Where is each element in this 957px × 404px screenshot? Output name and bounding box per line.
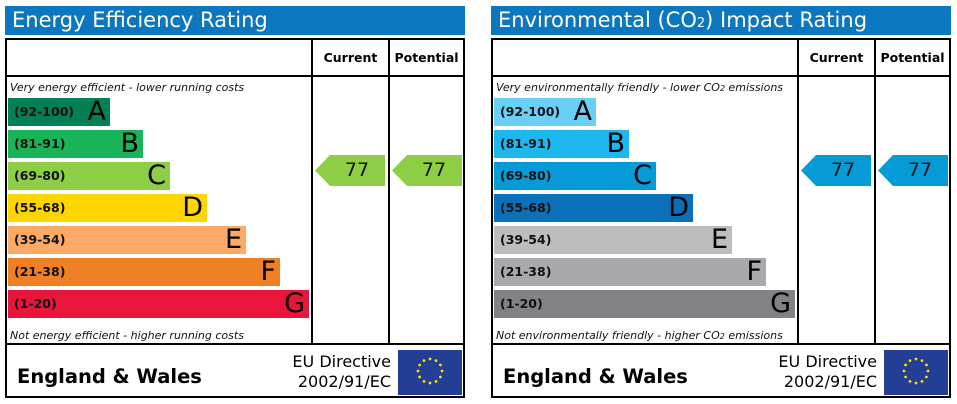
band-range: (69-80) bbox=[500, 168, 552, 183]
environment-title: Environmental (CO2) Impact Rating bbox=[491, 6, 951, 35]
band-range: (39-54) bbox=[500, 232, 552, 247]
energy-chart-frame: Current Potential Very energy efficient … bbox=[5, 38, 465, 398]
band-letter: B bbox=[606, 128, 625, 159]
footer-divider bbox=[493, 343, 949, 345]
band-d: (55-68) D bbox=[8, 192, 207, 223]
band-range: (92-100) bbox=[500, 104, 561, 119]
footer-divider bbox=[7, 343, 463, 345]
band-letter: E bbox=[224, 224, 242, 255]
column-divider bbox=[797, 40, 799, 345]
band-e: (39-54) E bbox=[494, 224, 732, 255]
potential-rating-value: 77 bbox=[421, 159, 447, 181]
band-range: (55-68) bbox=[500, 200, 552, 215]
eu-flag-icon bbox=[884, 350, 948, 395]
bottom-caption: Not energy efficient - higher running co… bbox=[10, 329, 244, 342]
current-rating-value: 77 bbox=[344, 159, 370, 181]
directive-line1: EU Directive bbox=[292, 352, 391, 371]
environment-chart-frame: Current Potential Very environmentally f… bbox=[491, 38, 951, 398]
column-header-current: Current bbox=[809, 50, 864, 65]
arrow-shape-icon bbox=[315, 155, 385, 186]
band-letter: B bbox=[120, 128, 139, 159]
arrow-shape-icon bbox=[392, 155, 462, 186]
band-range: (21-38) bbox=[500, 264, 552, 279]
directive-line1: EU Directive bbox=[778, 352, 877, 371]
band-c: (69-80) C bbox=[8, 160, 170, 191]
band-b: (81-91) B bbox=[494, 128, 629, 159]
band-b: (81-91) B bbox=[8, 128, 143, 159]
top-caption: Very energy efficient - lower running co… bbox=[10, 81, 245, 94]
band-range: (1-20) bbox=[500, 296, 543, 311]
band-letter: D bbox=[182, 192, 203, 223]
band-letter: E bbox=[710, 224, 728, 255]
band-c: (69-80) C bbox=[494, 160, 656, 191]
column-header-current: Current bbox=[323, 50, 378, 65]
region-label: England & Wales bbox=[503, 365, 688, 388]
potential-rating-value: 77 bbox=[907, 159, 933, 181]
column-divider bbox=[874, 40, 876, 345]
band-letter: F bbox=[746, 256, 762, 287]
band-f: (21-38) F bbox=[8, 256, 280, 287]
band-range: (39-54) bbox=[14, 232, 66, 247]
current-rating-arrow: 77 bbox=[801, 155, 871, 186]
header-divider bbox=[7, 75, 463, 77]
arrow-shape-icon bbox=[801, 155, 871, 186]
band-e: (39-54) E bbox=[8, 224, 246, 255]
band-range: (1-20) bbox=[14, 296, 57, 311]
band-range: (69-80) bbox=[14, 168, 66, 183]
band-letter: D bbox=[668, 192, 689, 223]
eu-directive: EU Directive 2002/91/EC bbox=[281, 352, 391, 392]
directive-line2: 2002/91/EC bbox=[297, 372, 391, 391]
column-divider bbox=[311, 40, 313, 345]
eu-directive: EU Directive 2002/91/EC bbox=[767, 352, 877, 392]
arrow-shape-icon bbox=[878, 155, 948, 186]
energy-efficiency-panel: Energy Efficiency Rating Current Potenti… bbox=[5, 0, 475, 404]
energy-title: Energy Efficiency Rating bbox=[5, 6, 465, 35]
band-a: (92-100) A bbox=[494, 96, 596, 127]
band-letter: C bbox=[147, 160, 166, 191]
column-header-potential: Potential bbox=[394, 50, 459, 65]
column-divider bbox=[388, 40, 390, 345]
band-range: (92-100) bbox=[14, 104, 75, 119]
environmental-impact-panel: Environmental (CO2) Impact Rating Curren… bbox=[491, 0, 957, 404]
band-letter: F bbox=[260, 256, 276, 287]
eu-flag-icon bbox=[398, 350, 462, 395]
band-g: (1-20) G bbox=[8, 288, 309, 319]
band-d: (55-68) D bbox=[494, 192, 693, 223]
header-divider bbox=[493, 75, 949, 77]
current-rating-value: 77 bbox=[830, 159, 856, 181]
potential-rating-arrow: 77 bbox=[878, 155, 948, 186]
band-f: (21-38) F bbox=[494, 256, 766, 287]
band-g: (1-20) G bbox=[494, 288, 795, 319]
potential-rating-arrow: 77 bbox=[392, 155, 462, 186]
current-rating-arrow: 77 bbox=[315, 155, 385, 186]
band-range: (21-38) bbox=[14, 264, 66, 279]
band-letter: A bbox=[573, 96, 592, 127]
directive-line2: 2002/91/EC bbox=[783, 372, 877, 391]
band-a: (92-100) A bbox=[8, 96, 110, 127]
band-range: (81-91) bbox=[14, 136, 66, 151]
top-caption: Very environmentally friendly - lower CO… bbox=[496, 81, 784, 94]
band-letter: G bbox=[284, 288, 305, 319]
band-letter: G bbox=[770, 288, 791, 319]
band-range: (55-68) bbox=[14, 200, 66, 215]
band-range: (81-91) bbox=[500, 136, 552, 151]
region-label: England & Wales bbox=[17, 365, 202, 388]
bottom-caption: Not environmentally friendly - higher CO… bbox=[496, 329, 783, 342]
band-letter: A bbox=[87, 96, 106, 127]
band-letter: C bbox=[633, 160, 652, 191]
column-header-potential: Potential bbox=[880, 50, 945, 65]
